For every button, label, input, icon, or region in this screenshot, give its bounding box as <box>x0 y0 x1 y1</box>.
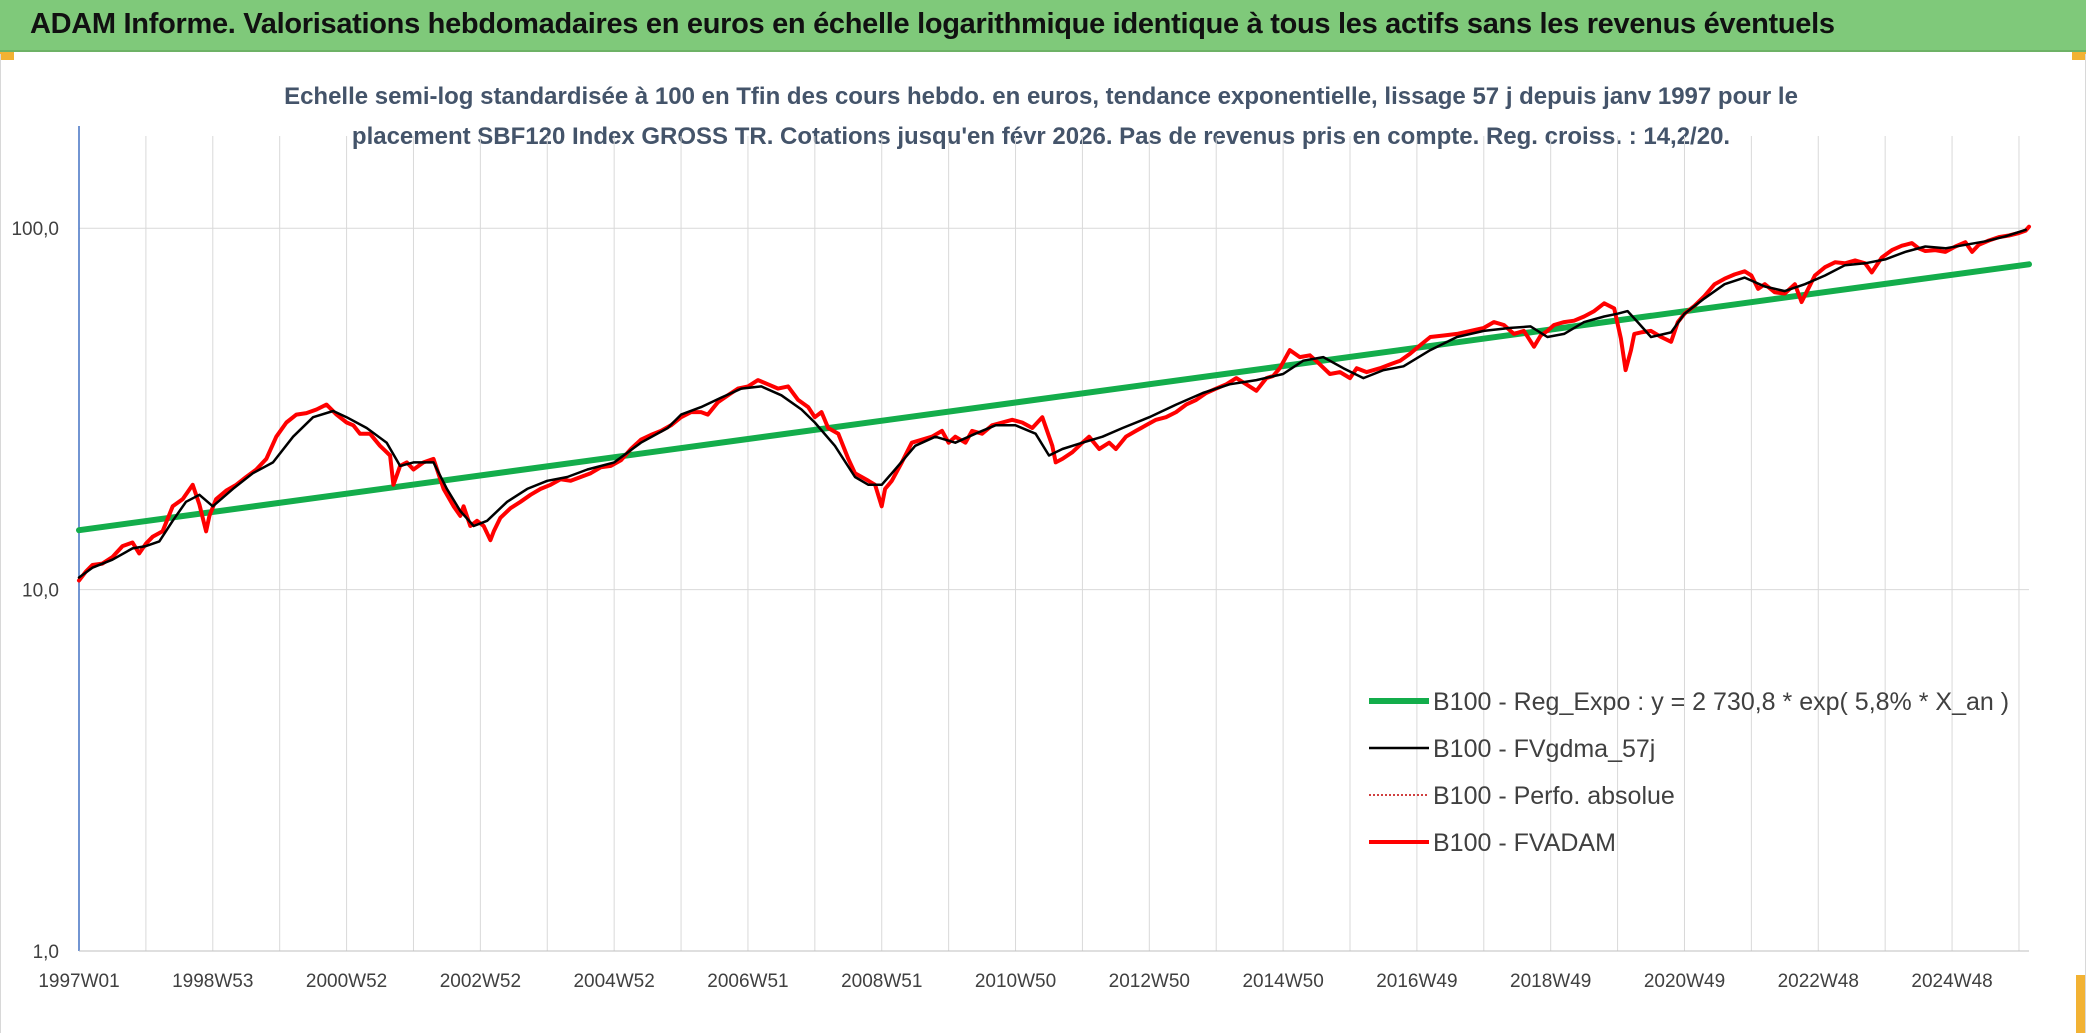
y-tick-label: 10,0 <box>22 581 59 602</box>
x-tick-label: 2010W50 <box>975 971 1056 992</box>
x-tick-label: 2006W51 <box>707 971 788 992</box>
series-lines <box>76 224 2032 583</box>
x-tick-label: 2016W49 <box>1376 971 1457 992</box>
x-tick-label: 2000W52 <box>306 971 387 992</box>
corner-accent-bottom-right <box>2076 975 2086 1033</box>
gridlines <box>78 136 2029 952</box>
chart-svg: Echelle semi-log standardisée à 100 en T… <box>11 83 2032 992</box>
legend-label-smoothed: B100 - FVgdma_57j <box>1433 735 1655 763</box>
series-line-smoothed <box>77 228 2027 579</box>
x-tick-label: 2022W48 <box>1778 971 1859 992</box>
x-tick-label: 1998W53 <box>172 971 253 992</box>
x-tick-label: 1997W01 <box>38 971 119 992</box>
legend-label-perfo-absolue: B100 - Perfo. absolue <box>1433 782 1675 810</box>
x-tick-label: 2004W52 <box>573 971 654 992</box>
x-tick-label: 2020W49 <box>1644 971 1725 992</box>
x-tick-label: 2008W51 <box>841 971 922 992</box>
x-tick-label: 2002W52 <box>440 971 521 992</box>
x-tick-label: 2018W49 <box>1510 971 1591 992</box>
report-title: ADAM Informe. Valorisations hebdomadaire… <box>30 8 1835 40</box>
x-tick-label: 2024W48 <box>1911 971 1992 992</box>
corner-accent-right <box>2072 52 2086 60</box>
axes: 1,0 10,0 100,0 1997W01 1998W53 2000W52 2002W52… <box>11 126 2029 992</box>
chart-area: Echelle semi-log standardisée à 100 en T… <box>0 54 2086 1033</box>
legend: B100 - Reg_Expo : y = 2 730,8 * exp( 5,8… <box>1369 688 2009 857</box>
legend-label-fvadam: B100 - FVADAM <box>1433 829 1616 857</box>
x-tick-label: 2012W50 <box>1109 971 1190 992</box>
legend-label-regression: B100 - Reg_Expo : y = 2 730,8 * exp( 5,8… <box>1433 688 2009 716</box>
corner-accent-left <box>0 52 14 60</box>
title-bar: ADAM Informe. Valorisations hebdomadaire… <box>0 0 2086 52</box>
chart-subtitle-line: placement SBF120 Index GROSS TR. Cotatio… <box>352 123 1730 150</box>
chart-subtitle-line: Echelle semi-log standardisée à 100 en T… <box>284 83 1798 110</box>
x-tick-label: 2014W50 <box>1242 971 1323 992</box>
series-line-regression <box>76 261 2032 534</box>
series-line-fvadam <box>77 224 2031 583</box>
y-tick-label: 1,0 <box>33 942 59 963</box>
y-tick-label: 100,0 <box>11 219 59 240</box>
chart-subtitle: Echelle semi-log standardisée à 100 en T… <box>284 83 1798 150</box>
